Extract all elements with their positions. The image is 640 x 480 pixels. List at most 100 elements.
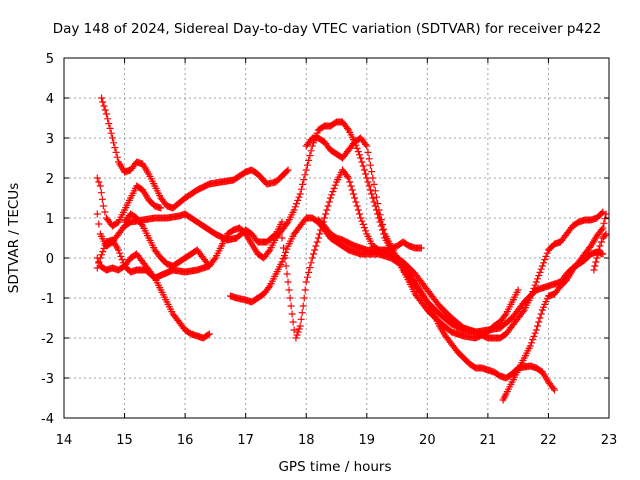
data-point bbox=[590, 266, 598, 274]
data-point bbox=[329, 188, 337, 196]
data-point bbox=[302, 166, 310, 174]
data-point bbox=[294, 328, 302, 336]
series-track-11 bbox=[499, 210, 610, 404]
data-point bbox=[283, 220, 291, 228]
data-point bbox=[283, 270, 291, 278]
data-point bbox=[330, 184, 338, 192]
data-point bbox=[308, 142, 316, 150]
data-point bbox=[536, 314, 544, 322]
data-point bbox=[602, 230, 610, 238]
data-point bbox=[294, 196, 302, 204]
data-point bbox=[313, 238, 321, 246]
data-point bbox=[372, 193, 380, 201]
data-point bbox=[290, 326, 298, 334]
data-point bbox=[527, 291, 535, 299]
data-point bbox=[299, 180, 307, 188]
x-tick-label: 14 bbox=[56, 433, 73, 448]
data-point bbox=[380, 225, 388, 233]
data-point bbox=[108, 134, 116, 142]
data-point bbox=[285, 286, 293, 294]
data-point bbox=[538, 262, 546, 270]
data-point bbox=[320, 214, 328, 222]
data-point bbox=[101, 208, 109, 216]
x-axis-ticks: 14 15 16 17 18 19 20 21 22 23 bbox=[56, 58, 618, 448]
data-point bbox=[324, 202, 332, 210]
data-point bbox=[374, 200, 382, 208]
data-point bbox=[291, 203, 299, 211]
data-point bbox=[287, 302, 295, 310]
data-point bbox=[358, 158, 366, 166]
x-tick-label: 18 bbox=[298, 433, 315, 448]
data-point bbox=[370, 180, 378, 188]
data-point bbox=[379, 220, 387, 228]
x-axis-label: GPS time / hours bbox=[278, 459, 391, 475]
data-point bbox=[281, 254, 289, 262]
data-point bbox=[98, 251, 106, 259]
data-point bbox=[100, 102, 108, 110]
data-point bbox=[349, 190, 357, 198]
x-tick-label: 21 bbox=[480, 433, 497, 448]
data-point bbox=[278, 218, 286, 226]
data-point bbox=[322, 210, 330, 218]
data-point bbox=[346, 178, 354, 186]
y-tick-label: 4 bbox=[46, 92, 54, 107]
data-point bbox=[210, 256, 218, 264]
data-point bbox=[526, 342, 534, 350]
data-point bbox=[359, 220, 367, 228]
data-point bbox=[298, 309, 306, 317]
data-point bbox=[283, 167, 291, 175]
data-point bbox=[295, 193, 303, 201]
data-point bbox=[417, 244, 425, 252]
data-point bbox=[293, 200, 301, 208]
data-point bbox=[99, 248, 107, 256]
data-point bbox=[297, 185, 305, 193]
data-point bbox=[95, 178, 103, 186]
data-point bbox=[303, 273, 311, 281]
x-tick-label: 23 bbox=[601, 433, 618, 448]
data-point bbox=[95, 259, 103, 267]
data-point bbox=[360, 166, 368, 174]
data-point bbox=[282, 262, 290, 270]
data-point bbox=[278, 258, 286, 266]
data-point bbox=[105, 120, 113, 128]
data-point bbox=[594, 250, 602, 258]
plot-frame bbox=[63, 57, 610, 419]
series-track-9 bbox=[302, 134, 607, 336]
data-point bbox=[204, 331, 212, 339]
data-point bbox=[537, 265, 545, 273]
data-point bbox=[280, 244, 288, 252]
data-point bbox=[362, 170, 370, 178]
data-point bbox=[534, 275, 542, 283]
data-point bbox=[593, 254, 601, 262]
chart-title: Day 148 of 2024, Sidereal Day-to-day VTE… bbox=[53, 21, 602, 37]
y-tick-label: 1 bbox=[46, 212, 54, 227]
data-point bbox=[501, 312, 509, 320]
data-point bbox=[286, 294, 294, 302]
data-point bbox=[519, 308, 527, 316]
y-tick-label: 0 bbox=[46, 252, 54, 267]
data-point bbox=[354, 206, 362, 214]
data-point bbox=[288, 310, 296, 318]
data-point bbox=[353, 202, 361, 210]
data-point bbox=[551, 386, 558, 394]
data-point bbox=[115, 246, 122, 254]
x-tick-label: 17 bbox=[237, 433, 254, 448]
data-point bbox=[364, 178, 372, 186]
y-tick-label: -4 bbox=[41, 412, 54, 427]
x-tick-label: 19 bbox=[359, 433, 376, 448]
data-point bbox=[376, 211, 384, 219]
y-axis-label: SDTVAR / TECUs bbox=[6, 183, 22, 293]
data-point bbox=[265, 248, 273, 256]
data-point bbox=[540, 259, 548, 267]
data-points bbox=[93, 94, 610, 404]
data-point bbox=[278, 234, 286, 242]
data-point bbox=[365, 182, 373, 190]
data-point bbox=[371, 187, 379, 195]
y-tick-label: -2 bbox=[41, 332, 54, 347]
data-point bbox=[107, 129, 115, 137]
data-point bbox=[93, 210, 101, 218]
data-point bbox=[297, 315, 305, 323]
data-point bbox=[368, 190, 376, 198]
data-point bbox=[299, 302, 307, 310]
